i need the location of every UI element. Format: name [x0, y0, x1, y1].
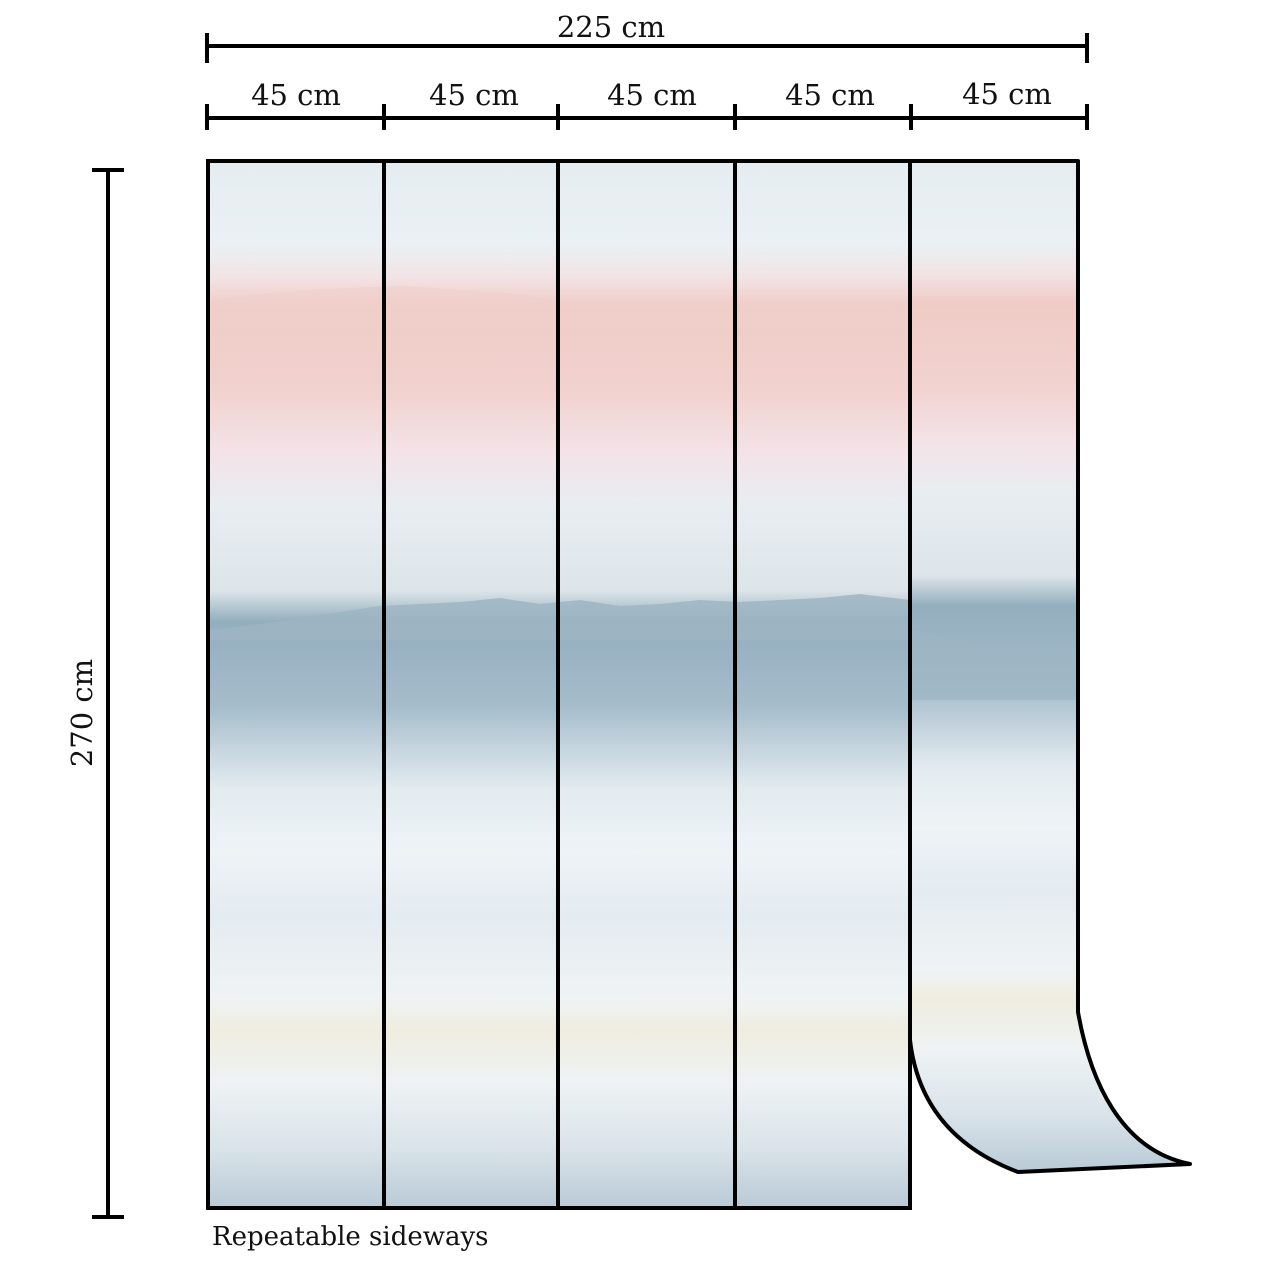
panel-width-label-2: 45 cm — [429, 78, 519, 112]
height-dimension: 270 cm — [65, 168, 124, 1219]
repeatable-note: Repeatable sideways — [212, 1222, 489, 1252]
total-width-label: 225 cm — [557, 10, 665, 44]
peeling-panel — [908, 159, 1192, 1174]
panel-width-label-4: 45 cm — [785, 78, 875, 112]
height-label: 270 cm — [65, 659, 99, 767]
panel-outlines — [206, 159, 912, 1210]
peeling-panel-slate-edge — [912, 630, 1076, 700]
panel-width-label-1: 45 cm — [251, 78, 341, 112]
panel-width-label-3: 45 cm — [607, 78, 697, 112]
total-width-dimension: 225 cm — [205, 10, 1089, 63]
panel-width-label-5: 45 cm — [962, 77, 1052, 111]
panel-width-dimensions: 45 cm 45 cm 45 cm 45 cm 45 cm — [205, 77, 1089, 130]
panel-4-outline — [733, 159, 912, 1210]
